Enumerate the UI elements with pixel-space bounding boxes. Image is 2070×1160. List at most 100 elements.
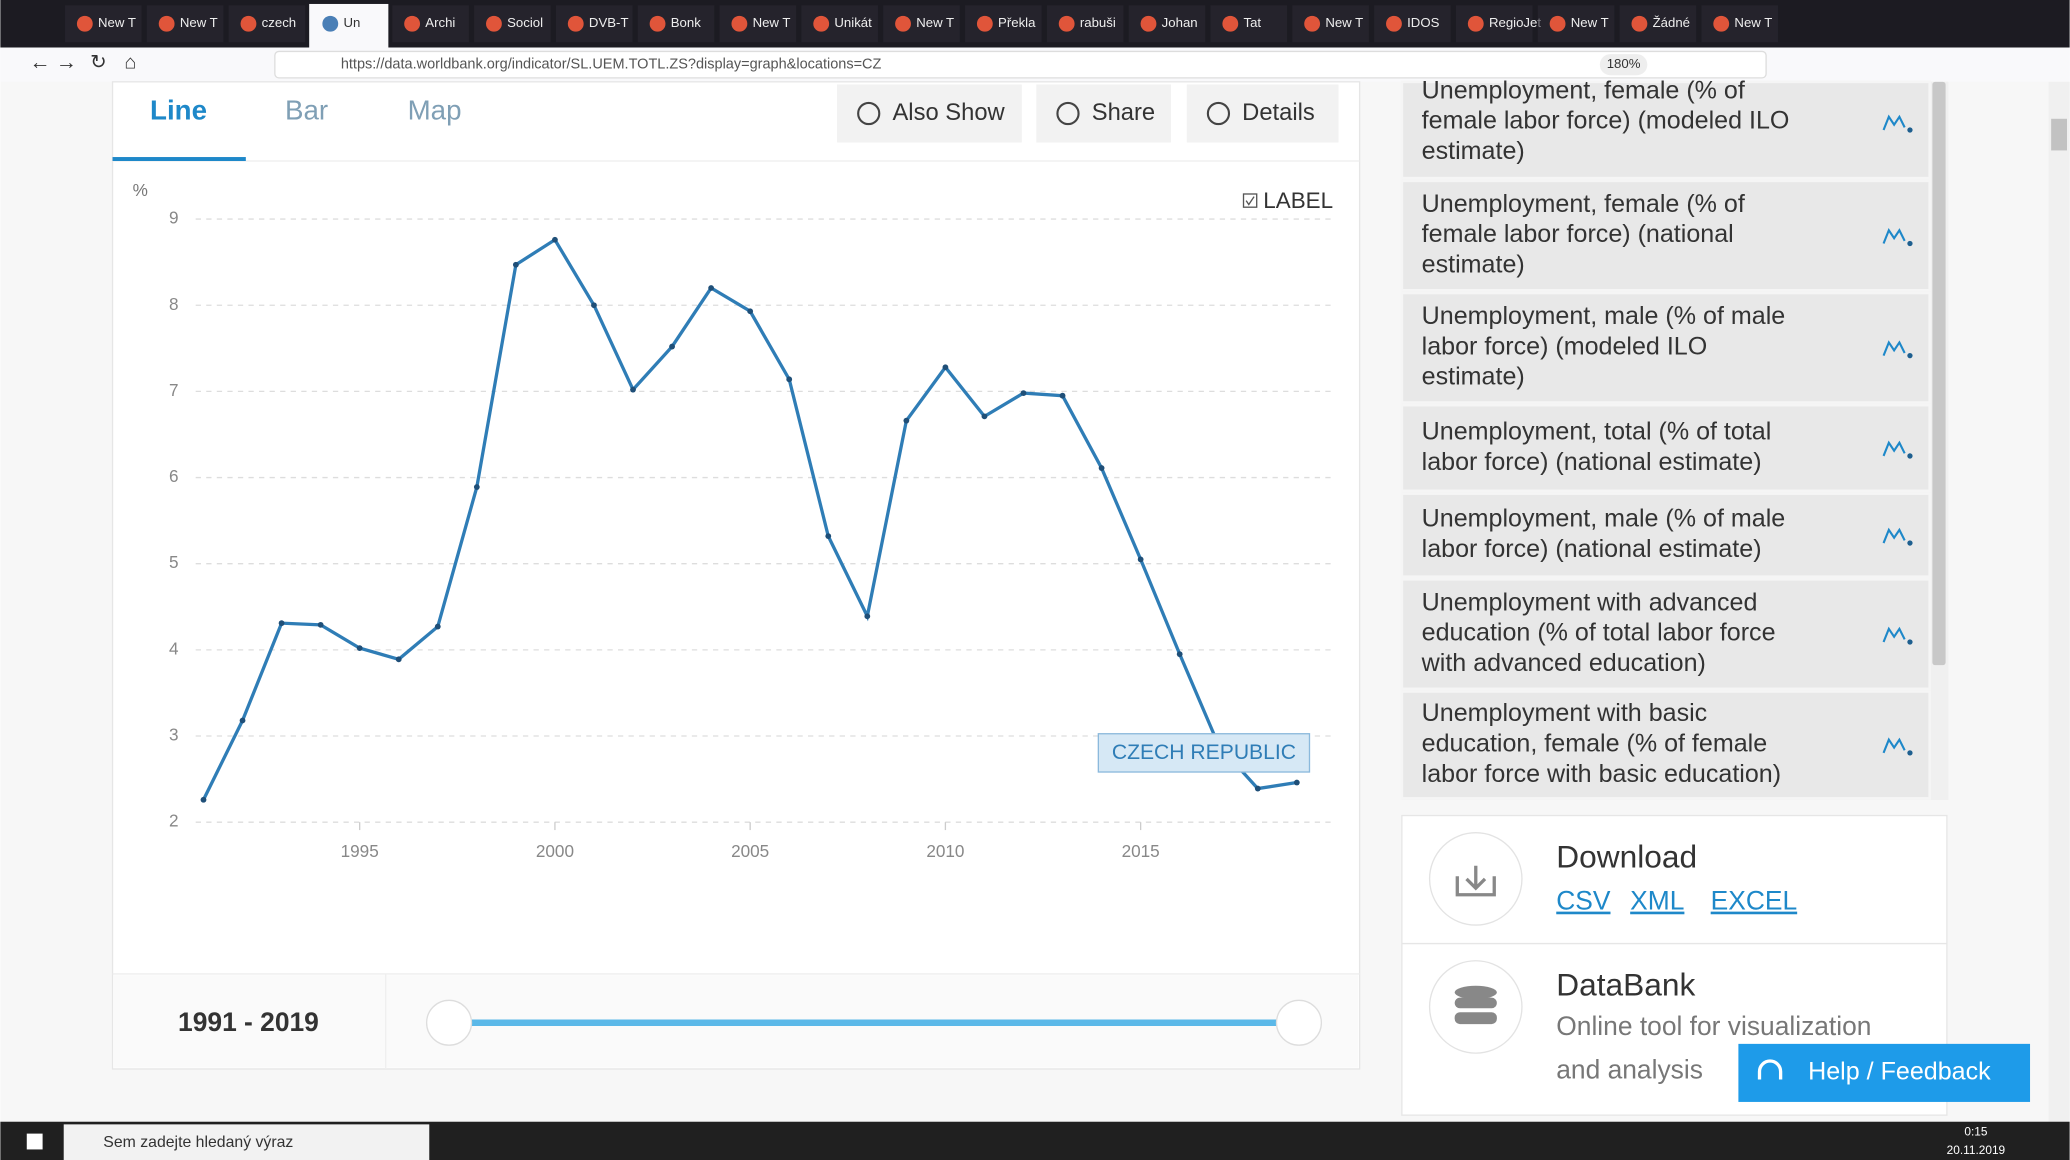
tab-icon (649, 15, 666, 32)
chart-tab[interactable]: Bar (285, 94, 328, 125)
point (591, 302, 597, 309)
tab-title: Sociol (507, 15, 543, 30)
point (356, 645, 363, 652)
label-toggle[interactable]: LABEL (1263, 188, 1333, 213)
indicator-text: Unemployment with advanced (1422, 588, 1758, 616)
series-label-box (1097, 733, 1311, 773)
tab-title: Bonk (671, 15, 701, 30)
databank-title[interactable]: DataBank (1556, 966, 1695, 1002)
point (512, 261, 519, 268)
point (747, 308, 754, 315)
indicator-text: female labor force) (modeled ILO (1422, 107, 1790, 135)
search-box[interactable] (63, 1124, 430, 1160)
series-label: CZECH REPUBLIC (1112, 741, 1296, 764)
point (669, 343, 675, 350)
tab-title: New T (1734, 15, 1772, 30)
indicator-text: Unemployment, male (% of male (1422, 302, 1786, 330)
reload-button[interactable]: ↻ (90, 52, 107, 74)
point (1254, 785, 1261, 792)
chart-button[interactable] (1036, 84, 1171, 143)
back-button[interactable]: ← (29, 51, 50, 74)
indicator-text: Unemployment with basic (1422, 699, 1708, 727)
start-button[interactable] (26, 1133, 43, 1150)
indicator-item[interactable] (1400, 291, 1932, 404)
chart-tab[interactable]: Line (150, 94, 207, 125)
tab-title: rabuši (1080, 15, 1116, 30)
tab-title: DVB-T (589, 15, 629, 30)
indicator-text: with advanced education) (1421, 649, 1706, 677)
y-tick-label: 4 (169, 638, 179, 658)
tab-title: Archi (425, 15, 455, 30)
indicator-text: education (% of total labor force (1422, 619, 1776, 647)
tab-title: czech (262, 15, 296, 30)
indicator-item[interactable] (1400, 578, 1932, 691)
indicator-icon (1882, 340, 1906, 357)
slider-handle[interactable] (1275, 999, 1323, 1046)
tab-icon (1631, 15, 1648, 32)
indicator-icon (1882, 626, 1906, 643)
button-icon (1206, 101, 1231, 126)
download-link[interactable]: EXCEL (1711, 886, 1798, 916)
tab-icon (976, 15, 993, 32)
list-scroll-thumb[interactable] (1932, 81, 1946, 666)
point (708, 285, 715, 291)
point (278, 620, 285, 627)
point (395, 656, 402, 663)
indicator-text: education, female (% of female (1422, 730, 1768, 758)
indicator-item[interactable] (1400, 492, 1932, 579)
indicator-icon-dot (1907, 453, 1913, 459)
tab-title: Unikát (834, 15, 872, 30)
slider-handle[interactable] (425, 999, 473, 1046)
tab-icon (1304, 15, 1321, 32)
url-field[interactable] (274, 50, 1767, 79)
button-icon (1056, 101, 1080, 126)
zoom-badge[interactable] (1599, 54, 1648, 76)
download-link[interactable]: CSV (1556, 886, 1611, 916)
point (1137, 556, 1144, 563)
tab-title: New T (180, 15, 218, 30)
download-link[interactable]: XML (1630, 886, 1684, 916)
x-tick-label: 2015 (1122, 841, 1160, 861)
indicator-text: estimate) (1422, 363, 1525, 391)
help-label: Help / Feedback (1808, 1058, 1991, 1086)
active-tab[interactable] (309, 3, 389, 48)
indicator-item[interactable] (1400, 403, 1932, 493)
chart-button[interactable] (1186, 84, 1339, 143)
y-tick-label: 5 (169, 552, 179, 572)
point (1020, 390, 1027, 397)
tab-title: New T (98, 15, 136, 30)
db-glyph (1454, 985, 1497, 999)
check (1245, 196, 1255, 206)
point (200, 796, 207, 803)
indicator-item[interactable] (1400, 80, 1932, 180)
indicator-text: labor force with basic education) (1422, 760, 1781, 788)
indicator-item[interactable] (1400, 690, 1932, 800)
help-button[interactable] (1738, 1043, 2031, 1102)
indicator-icon-dot (1907, 639, 1913, 645)
tab-icon (404, 15, 421, 32)
point (864, 613, 871, 620)
point (825, 533, 832, 540)
search-placeholder: Sem zadejte hledaný výraz (103, 1134, 293, 1151)
url: https://data.worldbank.org/indicator/SL.… (341, 56, 882, 72)
page-scroll-thumb[interactable] (2051, 118, 2067, 151)
indicator-item[interactable] (1400, 179, 1932, 292)
download-title: Download (1556, 838, 1697, 874)
chart-tab[interactable]: Map (408, 94, 462, 125)
indicator-text: labor force) (national estimate) (1422, 448, 1762, 476)
tab-icon (1549, 15, 1566, 32)
button-label: Details (1242, 99, 1315, 126)
y-tick-label: 2 (169, 811, 179, 831)
indicator-icon (1882, 440, 1906, 457)
page-scrollbar (2048, 81, 2070, 1122)
chart-button[interactable] (837, 84, 1022, 143)
db-glyph (1454, 997, 1497, 1009)
indicator-text: estimate) (1422, 251, 1525, 279)
checkbox[interactable] (1242, 193, 1258, 208)
home-button[interactable]: ⌂ (124, 52, 136, 74)
indicator-text: female labor force) (national (1422, 220, 1734, 248)
indicator-icon-dot (1907, 127, 1913, 133)
tab-title: IDOS (1407, 15, 1439, 30)
forward-button[interactable]: → (56, 51, 77, 74)
